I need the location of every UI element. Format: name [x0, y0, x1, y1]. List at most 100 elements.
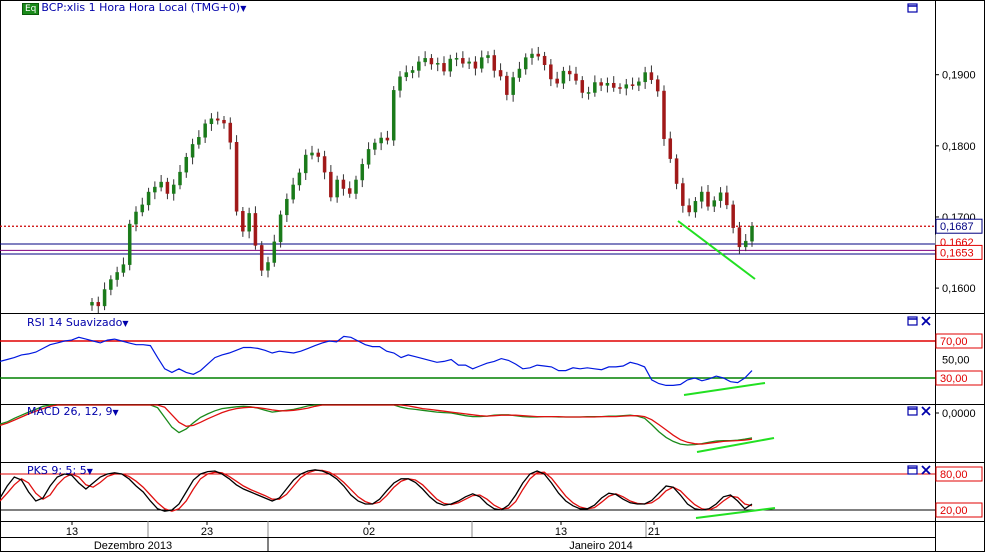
- maximize-icon[interactable]: [907, 465, 918, 475]
- candle: [687, 205, 691, 213]
- candle: [618, 87, 622, 89]
- candle: [699, 191, 704, 202]
- maximize-icon[interactable]: [907, 406, 918, 416]
- rsi-panel-header[interactable]: RSI 14 Suavizado▼: [27, 316, 129, 329]
- pks-d-line: [0, 469, 753, 512]
- date-tick-label: 13: [555, 526, 567, 538]
- candle: [391, 90, 396, 141]
- candle: [586, 92, 591, 94]
- equity-badge: Eq: [22, 3, 40, 15]
- panel-controls: [907, 3, 931, 475]
- candle: [102, 289, 107, 307]
- candle: [90, 302, 94, 306]
- close-icon[interactable]: [921, 465, 931, 475]
- candle: [486, 55, 490, 58]
- candle: [190, 144, 195, 158]
- candle: [159, 181, 163, 188]
- rsi-level-label: 70,00: [940, 336, 968, 348]
- maximize-icon[interactable]: [907, 316, 918, 326]
- candle: [454, 58, 459, 60]
- candle: [605, 82, 610, 86]
- candle: [536, 53, 541, 57]
- candle: [561, 70, 566, 84]
- price-tick-label: 0,1600: [942, 283, 976, 295]
- chevron-down-icon[interactable]: ▼: [240, 4, 247, 13]
- rsi-level-label-box: [935, 333, 983, 349]
- date-tick-label: 23: [201, 526, 213, 538]
- candle: [448, 58, 453, 72]
- candle: [668, 138, 673, 159]
- candle: [347, 188, 352, 194]
- candle: [549, 64, 553, 80]
- candle: [435, 63, 440, 65]
- candle: [712, 200, 717, 207]
- candle: [630, 84, 635, 86]
- candle: [574, 73, 578, 81]
- candle: [473, 61, 478, 69]
- candle: [637, 81, 641, 86]
- candle: [259, 245, 264, 271]
- chevron-down-icon[interactable]: ▼: [122, 319, 129, 328]
- date-tick-label: 02: [363, 526, 375, 538]
- maximize-icon[interactable]: [907, 3, 918, 13]
- divergence-line-pks: [695, 507, 776, 519]
- candle: [134, 211, 138, 225]
- candle: [203, 123, 207, 138]
- candle: [530, 53, 534, 58]
- candle: [228, 122, 233, 143]
- divergence-line-macd: [696, 437, 775, 453]
- candle: [599, 82, 603, 86]
- candle: [241, 211, 245, 232]
- pks-level-label: 20,00: [940, 505, 968, 517]
- pks-panel-header[interactable]: PKS 9; 5; 5▼: [27, 464, 93, 477]
- pks-level-label-box: [935, 502, 983, 518]
- candle: [266, 262, 270, 271]
- candle: [461, 58, 465, 64]
- price-panel-header[interactable]: Eq BCP:xlis 1 Hora Hora Local (TMG+0)▼: [22, 1, 246, 15]
- candle: [542, 55, 547, 65]
- chevron-down-icon[interactable]: ▼: [86, 467, 93, 476]
- candle: [398, 76, 402, 91]
- pks-level-label: 80,00: [940, 469, 968, 481]
- candle: [479, 57, 484, 69]
- candle: [706, 191, 710, 207]
- chevron-down-icon[interactable]: ▼: [112, 408, 119, 417]
- last-price-label-box: [935, 218, 983, 234]
- rsi-panel: [0, 335, 753, 386]
- candle: [731, 204, 735, 228]
- candle: [316, 152, 321, 157]
- candle: [467, 61, 471, 64]
- candle: [385, 137, 390, 141]
- candle: [285, 198, 289, 216]
- close-icon[interactable]: [921, 316, 931, 326]
- candle: [322, 156, 327, 173]
- candle: [580, 80, 585, 93]
- candle: [140, 204, 145, 213]
- candle: [373, 142, 377, 150]
- candle: [517, 68, 522, 78]
- rsi-mid-label: 50,00: [942, 355, 970, 367]
- candle: [341, 179, 346, 189]
- candle: [681, 183, 685, 206]
- candle: [354, 179, 358, 194]
- pks-panel: [0, 469, 753, 512]
- candle: [127, 223, 132, 265]
- price-tick-label: 0,1900: [942, 70, 976, 82]
- candle: [335, 179, 339, 198]
- last-price-label: 0,1687: [940, 221, 974, 233]
- macd-panel-header[interactable]: MACD 26, 12, 9▼: [27, 405, 119, 418]
- candle: [121, 264, 126, 273]
- rsi-level-label-box: [935, 370, 983, 386]
- candle: [725, 192, 729, 206]
- level-label-box: [935, 244, 983, 260]
- candle: [247, 213, 251, 232]
- macd-signal-line: [0, 404, 753, 445]
- candle: [291, 184, 295, 200]
- candle: [366, 149, 371, 165]
- candle: [222, 119, 226, 124]
- close-icon[interactable]: [921, 406, 931, 416]
- divergence-line-price: [677, 220, 756, 280]
- candle: [693, 201, 698, 213]
- candle: [360, 164, 365, 181]
